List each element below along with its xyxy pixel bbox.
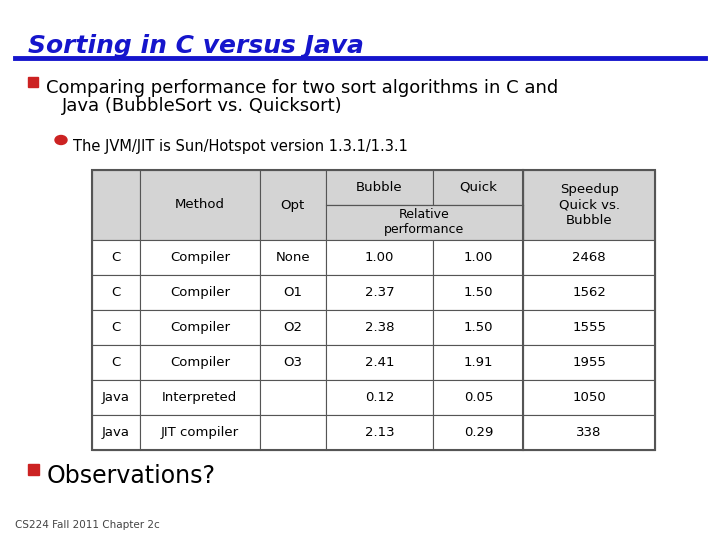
Bar xyxy=(260,240,325,275)
Bar xyxy=(523,380,655,415)
Text: 1955: 1955 xyxy=(572,356,606,369)
Text: C: C xyxy=(112,356,120,369)
Bar xyxy=(260,310,325,345)
Text: Java (BubbleSort vs. Quicksort): Java (BubbleSort vs. Quicksort) xyxy=(62,97,343,115)
Text: C: C xyxy=(112,286,120,299)
Text: O3: O3 xyxy=(283,356,302,369)
Bar xyxy=(260,345,325,380)
Bar xyxy=(325,345,433,380)
Text: C: C xyxy=(112,251,120,264)
Bar xyxy=(260,275,325,310)
Text: 1050: 1050 xyxy=(572,391,606,404)
Bar xyxy=(433,380,523,415)
Text: 338: 338 xyxy=(577,426,602,439)
Text: Java: Java xyxy=(102,391,130,404)
Text: Compiler: Compiler xyxy=(170,356,230,369)
Bar xyxy=(260,415,325,450)
Text: 1.00: 1.00 xyxy=(365,251,394,264)
Text: 0.05: 0.05 xyxy=(464,391,493,404)
Bar xyxy=(433,240,523,275)
Text: Relative
performance: Relative performance xyxy=(384,208,464,237)
Text: 2.37: 2.37 xyxy=(364,286,395,299)
Text: Opt: Opt xyxy=(281,199,305,212)
Text: JIT compiler: JIT compiler xyxy=(161,426,239,439)
Bar xyxy=(28,464,39,475)
Circle shape xyxy=(55,136,67,145)
Bar xyxy=(325,415,433,450)
Text: Compiler: Compiler xyxy=(170,286,230,299)
Text: 1.50: 1.50 xyxy=(464,321,493,334)
Bar xyxy=(260,170,325,240)
Text: Method: Method xyxy=(175,199,225,212)
Bar xyxy=(92,380,140,415)
Text: Compiler: Compiler xyxy=(170,251,230,264)
Text: 1.91: 1.91 xyxy=(464,356,493,369)
Text: Bubble: Bubble xyxy=(356,181,402,194)
Text: Compiler: Compiler xyxy=(170,321,230,334)
Bar xyxy=(325,205,523,240)
Bar xyxy=(523,310,655,345)
Bar xyxy=(523,275,655,310)
Text: 2.38: 2.38 xyxy=(365,321,395,334)
Bar xyxy=(140,345,260,380)
Bar xyxy=(433,415,523,450)
Text: 2.13: 2.13 xyxy=(364,426,395,439)
Bar xyxy=(433,275,523,310)
Bar xyxy=(92,345,140,380)
Text: 0.12: 0.12 xyxy=(365,391,395,404)
Bar xyxy=(92,275,140,310)
Bar xyxy=(92,310,140,345)
Bar xyxy=(433,345,523,380)
Text: 1.00: 1.00 xyxy=(464,251,493,264)
Bar xyxy=(523,345,655,380)
Bar xyxy=(140,240,260,275)
Text: 2.41: 2.41 xyxy=(365,356,395,369)
Text: Sorting in C versus Java: Sorting in C versus Java xyxy=(28,34,364,58)
Bar xyxy=(325,310,433,345)
Bar xyxy=(325,170,433,205)
Bar xyxy=(433,310,523,345)
Text: O2: O2 xyxy=(283,321,302,334)
Text: The JVM/JIT is Sun/Hotspot version 1.3.1/1.3.1: The JVM/JIT is Sun/Hotspot version 1.3.1… xyxy=(73,139,408,154)
Text: Quick: Quick xyxy=(459,181,498,194)
Bar xyxy=(325,380,433,415)
Bar xyxy=(523,170,655,240)
Bar xyxy=(433,170,523,205)
Bar xyxy=(325,275,433,310)
Text: CS224 Fall 2011 Chapter 2c: CS224 Fall 2011 Chapter 2c xyxy=(15,520,160,530)
Bar xyxy=(140,310,260,345)
Text: None: None xyxy=(275,251,310,264)
Text: 2468: 2468 xyxy=(572,251,606,264)
Bar xyxy=(325,240,433,275)
Bar xyxy=(140,415,260,450)
Text: Comparing performance for two sort algorithms in C and: Comparing performance for two sort algor… xyxy=(46,79,558,97)
Bar xyxy=(92,170,655,450)
Bar xyxy=(28,77,38,87)
Text: Speedup
Quick vs.
Bubble: Speedup Quick vs. Bubble xyxy=(559,184,620,226)
Text: 1.50: 1.50 xyxy=(464,286,493,299)
Bar xyxy=(140,170,260,240)
Text: 1555: 1555 xyxy=(572,321,606,334)
Text: 0.29: 0.29 xyxy=(464,426,493,439)
Bar xyxy=(140,275,260,310)
Bar xyxy=(92,170,140,240)
Bar xyxy=(523,240,655,275)
Text: Java: Java xyxy=(102,426,130,439)
Text: Interpreted: Interpreted xyxy=(162,391,238,404)
Text: C: C xyxy=(112,321,120,334)
Text: O1: O1 xyxy=(283,286,302,299)
Text: 1562: 1562 xyxy=(572,286,606,299)
Bar xyxy=(92,240,140,275)
Bar xyxy=(260,380,325,415)
Bar xyxy=(140,380,260,415)
Bar xyxy=(523,415,655,450)
Text: Observations?: Observations? xyxy=(47,464,216,488)
Bar xyxy=(92,415,140,450)
